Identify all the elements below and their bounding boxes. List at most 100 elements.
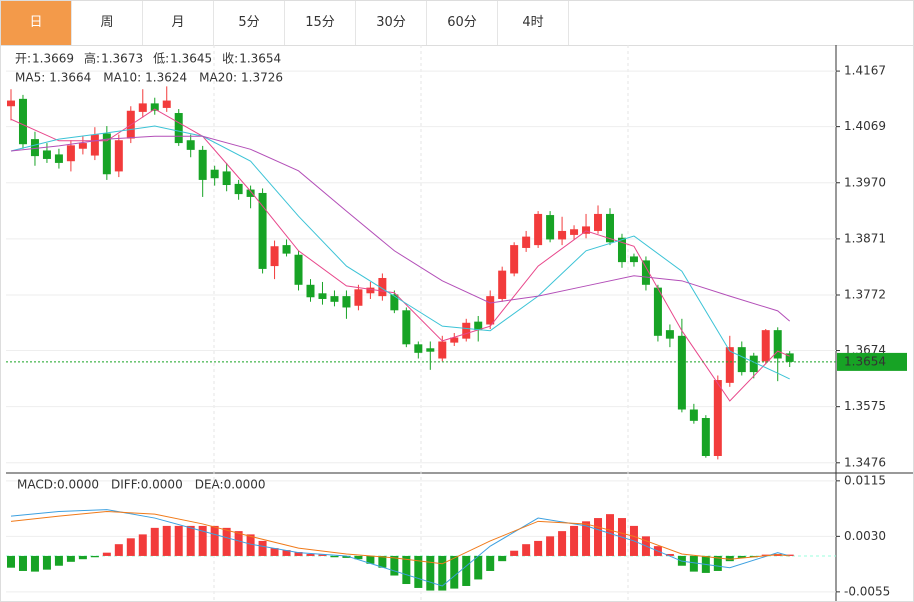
candle-body xyxy=(150,103,159,111)
y-tick-label: 1.3970 xyxy=(844,175,886,189)
candle-body xyxy=(713,380,722,456)
y-tick-label: 1.4167 xyxy=(844,64,886,78)
candle-body xyxy=(174,113,183,144)
candle-body xyxy=(534,213,543,246)
candle-body xyxy=(390,294,399,311)
candle-body xyxy=(701,418,710,456)
y-tick-label: -0.0055 xyxy=(844,584,890,598)
macd-bar xyxy=(186,525,195,556)
candle-body xyxy=(665,330,674,339)
line xyxy=(10,509,790,587)
period-tab[interactable]: 4时 xyxy=(498,1,569,45)
macd-bar xyxy=(30,555,39,572)
candle-body xyxy=(761,330,770,362)
macd-bar xyxy=(306,553,315,556)
y-tick-label: 0.0115 xyxy=(844,473,886,487)
macd-bar xyxy=(689,555,698,572)
info-value: 1.3673 xyxy=(101,52,143,66)
macd-bar xyxy=(42,555,51,570)
candle-body xyxy=(258,192,267,269)
y-tick-label: 1.3871 xyxy=(844,231,886,245)
candle-body xyxy=(594,213,603,231)
candle-body xyxy=(629,256,638,263)
macd-bar xyxy=(366,555,375,564)
candle-body xyxy=(558,230,567,240)
legend-label: MA10: xyxy=(103,71,141,85)
candle-body xyxy=(546,215,555,240)
candle-body xyxy=(474,321,483,331)
candle-body xyxy=(246,189,255,197)
macd-bar xyxy=(438,555,447,591)
line xyxy=(10,125,790,380)
macd-bar xyxy=(270,548,279,556)
candle-body xyxy=(785,353,794,362)
candle-body xyxy=(138,103,147,112)
line xyxy=(10,108,790,402)
candle-body xyxy=(42,150,51,159)
macd-bar xyxy=(486,555,495,571)
candle-body xyxy=(354,289,363,306)
period-tab[interactable]: 60分 xyxy=(427,1,498,45)
macd-bar xyxy=(138,534,147,556)
candle-body xyxy=(450,337,459,343)
candle-body xyxy=(641,260,650,285)
candle-body xyxy=(198,149,207,180)
macd-bar xyxy=(390,555,399,576)
legend-label: MACD:0.0000 xyxy=(17,478,99,492)
macd-bar xyxy=(450,555,459,589)
candle-body xyxy=(773,330,782,359)
candle-body xyxy=(486,296,495,325)
macd-bar xyxy=(594,518,603,556)
candle-body xyxy=(617,237,626,263)
period-tab[interactable]: 日 xyxy=(1,1,72,45)
info-label: 收: xyxy=(222,52,238,66)
macd-bar xyxy=(7,555,15,568)
candle-body xyxy=(18,98,27,145)
macd-bar xyxy=(282,550,291,556)
y-tick-label: 1.4069 xyxy=(844,119,886,133)
candle-body xyxy=(462,322,471,339)
macd-bar xyxy=(90,555,99,558)
macd-bar xyxy=(210,525,219,556)
macd-bar xyxy=(522,544,531,556)
macd-bar xyxy=(510,550,519,556)
candle-body xyxy=(114,140,123,172)
info-label: 高: xyxy=(84,51,100,66)
macd-bar xyxy=(246,534,255,556)
macd-bar xyxy=(354,555,363,560)
candle-body xyxy=(582,226,591,234)
macd-bar xyxy=(725,555,734,562)
candle-body xyxy=(294,254,303,285)
macd-bar xyxy=(126,538,135,556)
macd-bar xyxy=(737,555,746,558)
candle-body xyxy=(330,296,339,302)
period-tab[interactable]: 30分 xyxy=(356,1,427,45)
y-tick-label: 1.3772 xyxy=(844,287,886,301)
macd-bar xyxy=(426,555,435,591)
legend-label: DEA:0.0000 xyxy=(195,478,266,492)
legend-label: MA20: xyxy=(199,71,237,85)
macd-bar xyxy=(258,540,267,556)
macd-bar xyxy=(582,521,591,556)
macd-bar xyxy=(174,525,183,556)
period-tab[interactable]: 月 xyxy=(143,1,214,45)
legend-label: MA5: xyxy=(15,71,45,85)
candle-body xyxy=(222,171,231,186)
legend-value: 1.3624 xyxy=(145,71,187,85)
info-label: 开: xyxy=(15,52,31,66)
candle-body xyxy=(342,296,351,308)
line xyxy=(10,511,790,565)
candle-body xyxy=(749,355,758,373)
candle-body xyxy=(426,348,435,352)
period-tab[interactable]: 周 xyxy=(72,1,143,45)
period-tab[interactable]: 15分 xyxy=(285,1,356,45)
info-value: 1.3645 xyxy=(170,52,212,66)
y-tick-label: 1.3476 xyxy=(844,455,886,469)
period-tab[interactable]: 5分 xyxy=(214,1,285,45)
y-tick-label: 0.0030 xyxy=(844,529,886,543)
legend-label: DIFF:0.0000 xyxy=(111,478,183,492)
macd-bar xyxy=(378,555,387,568)
candle-body xyxy=(653,287,662,336)
candle-body xyxy=(78,143,87,149)
